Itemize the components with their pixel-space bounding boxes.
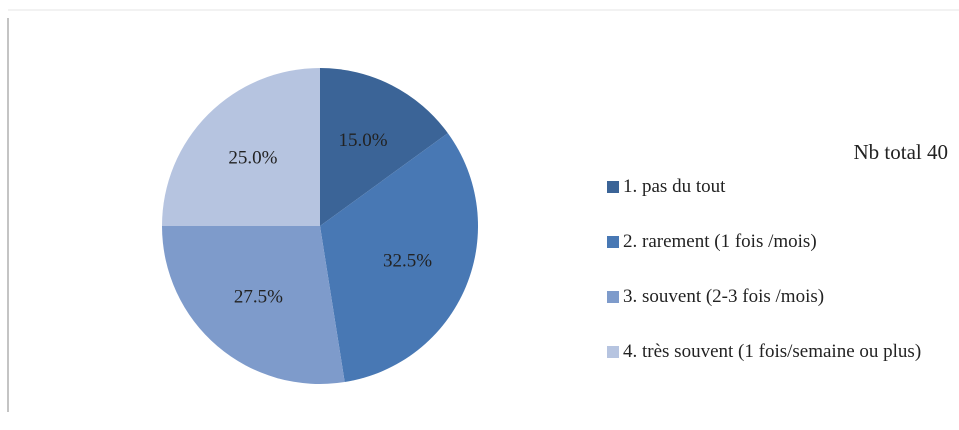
pie-slice	[320, 68, 448, 226]
data-label: 27.5%	[234, 286, 283, 307]
legend-swatch	[607, 291, 619, 303]
pie-slice	[320, 133, 478, 383]
data-label: 25.0%	[228, 147, 277, 168]
legend-label: 1. pas du tout	[623, 176, 726, 197]
legend: Nb total 40 1. pas du tout 2. rarement (1…	[607, 140, 952, 395]
legend-label: 3. souvent (2-3 fois /mois)	[623, 286, 825, 307]
legend-label: 2. rarement (1 fois /mois)	[623, 231, 817, 252]
pie-slice	[162, 68, 320, 226]
legend-label: 4. très souvent (1 fois/semaine ou plus)	[623, 341, 922, 362]
legend-item: 2. rarement (1 fois /mois)	[607, 230, 952, 254]
legend-item: 1. pas du tout	[607, 175, 952, 199]
legend-swatch	[607, 236, 619, 248]
data-label: 15.0%	[338, 130, 387, 151]
legend-swatch	[607, 346, 619, 358]
legend-item: 3. souvent (2-3 fois /mois)	[607, 285, 952, 309]
data-label: 32.5%	[383, 251, 432, 272]
legend-item: 4. très souvent (1 fois/semaine ou plus)	[607, 340, 952, 364]
legend-swatch	[607, 181, 619, 193]
legend-title: Nb total 40	[853, 140, 949, 164]
pie-slice	[162, 226, 345, 384]
